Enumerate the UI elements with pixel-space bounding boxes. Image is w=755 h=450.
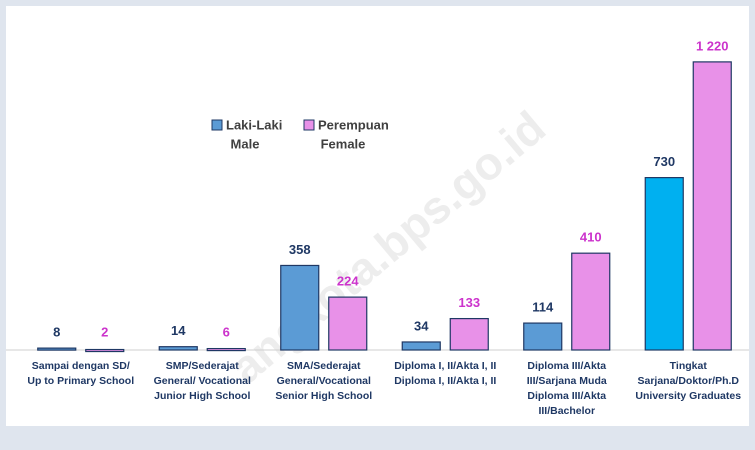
value-label: 8 [53,324,60,339]
x-tick-label: SMA/Sederajat [287,360,361,372]
value-label: 2 [101,324,108,339]
value-label: 730 [653,154,675,169]
bar [571,252,611,351]
legend-swatch [303,119,315,131]
x-tick-label: Diploma III/Akta [527,390,606,402]
x-tick-label: Diploma III/Akta [527,360,606,372]
x-tick-label: Sarjana/Doktor/Ph.D [637,375,739,387]
value-label: 14 [171,323,186,338]
bar [280,264,320,351]
bar [401,341,441,351]
x-tick-label: General/ Vocational [154,375,251,387]
x-tick-label: Sampai dengan SD/ [32,360,130,372]
value-label: 1 220 [696,38,729,53]
value-label: 224 [337,274,359,289]
x-tick-label: Diploma I, II/Akta I, II [394,375,496,387]
legend-label: Perempuan [318,117,389,132]
bar [206,347,246,352]
value-label: 34 [414,318,429,333]
x-tick-label: University Graduates [635,390,741,402]
value-label: 133 [458,295,480,310]
legend-label: Laki-Laki [226,117,282,132]
legend-swatch [211,119,223,131]
bar [37,347,77,351]
bar [644,177,684,351]
bar [692,61,732,351]
value-label: 6 [223,324,230,339]
bar [158,346,198,351]
x-tick-label: Diploma I, II/Akta I, II [394,360,496,372]
value-label: 358 [289,242,311,257]
x-tick-label: Senior High School [275,390,372,402]
value-label: 410 [580,230,602,245]
x-tick-label: SMP/Sederajat [166,360,239,372]
x-tick-label: Up to Primary School [27,375,134,387]
x-tick-label: III/Bachelor [538,405,595,417]
bar [449,317,489,351]
bar [85,348,125,353]
bar [328,296,368,351]
x-tick-label: Junior High School [154,390,250,402]
value-label: 114 [532,300,554,315]
x-tick-label: General/Vocational [277,375,371,387]
x-tick-label: Tingkat [670,360,708,372]
legend-label-en: Female [321,136,366,151]
plot-area [6,6,749,426]
x-tick-label: III/Sarjana Muda [527,375,607,387]
legend-label-en: Male [231,136,260,151]
bar [523,322,563,351]
